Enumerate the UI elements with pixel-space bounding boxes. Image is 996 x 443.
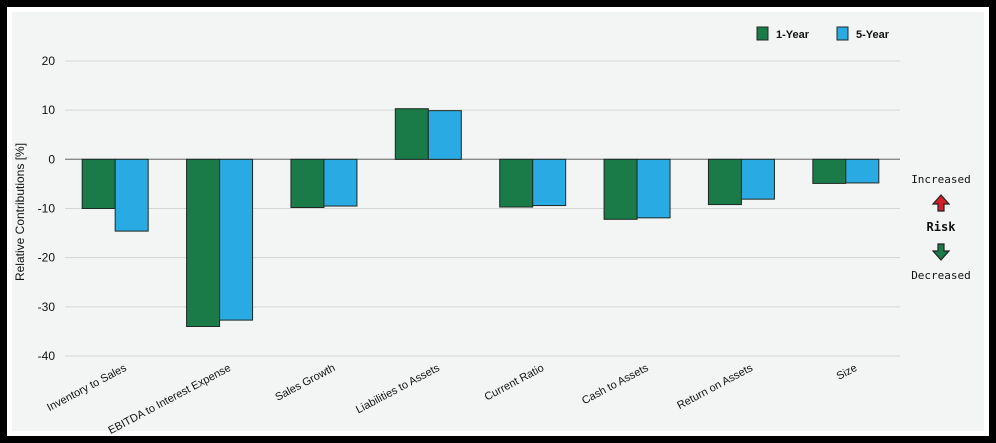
x-tick-label: Current Ratio bbox=[483, 362, 546, 403]
green-down-arrow-icon bbox=[931, 243, 951, 261]
risk-decreased-label: Decreased bbox=[911, 269, 971, 282]
chart-frame bbox=[7, 7, 989, 436]
risk-indicator: Increased Risk Decreased bbox=[911, 173, 971, 282]
bar-1-year bbox=[81, 158, 116, 209]
legend-swatch bbox=[756, 26, 769, 41]
bar-1-year bbox=[290, 158, 325, 209]
bar-5-year bbox=[114, 158, 149, 232]
x-tick-label: Return on Assets bbox=[675, 362, 755, 412]
bar-5-year bbox=[740, 158, 775, 200]
y-tick-label: 10 bbox=[42, 103, 56, 117]
bar-1-year bbox=[394, 108, 429, 160]
y-axis-label: Relative Contributions [%] bbox=[13, 143, 27, 281]
x-tick-label: Liabilities to Assets bbox=[354, 362, 442, 416]
red-up-arrow-icon bbox=[931, 194, 951, 212]
x-tick-label: Size bbox=[835, 362, 860, 383]
risk-center-label: Risk bbox=[927, 220, 957, 234]
legend-label: 5-Year bbox=[856, 29, 890, 41]
bar-5-year bbox=[532, 158, 567, 207]
y-tick-label: 20 bbox=[42, 54, 56, 68]
chart-panel bbox=[12, 12, 984, 431]
risk-increased-label: Increased bbox=[911, 173, 971, 186]
x-tick-label: Sales Growth bbox=[273, 362, 337, 404]
y-tick-label: -20 bbox=[38, 251, 56, 265]
y-tick-label: -30 bbox=[38, 300, 56, 314]
y-tick-label: -10 bbox=[38, 202, 56, 216]
bar-1-year bbox=[186, 158, 221, 327]
bar-1-year bbox=[499, 158, 534, 208]
bar-5-year bbox=[323, 158, 358, 207]
legend-label: 1-Year bbox=[776, 29, 810, 41]
bar-5-year bbox=[636, 158, 671, 219]
bar-1-year bbox=[812, 158, 847, 184]
y-tick-label: -40 bbox=[38, 349, 56, 363]
bar-1-year bbox=[603, 158, 638, 220]
bar-5-year bbox=[219, 158, 254, 321]
bar-5-year bbox=[845, 158, 880, 184]
x-tick-label: Cash to Assets bbox=[580, 362, 651, 407]
bar-5-year bbox=[427, 110, 462, 160]
x-tick-label: Inventory to Sales bbox=[45, 362, 129, 414]
y-tick-label: 0 bbox=[48, 152, 55, 166]
bar-1-year bbox=[707, 158, 742, 206]
legend-swatch bbox=[836, 26, 849, 41]
